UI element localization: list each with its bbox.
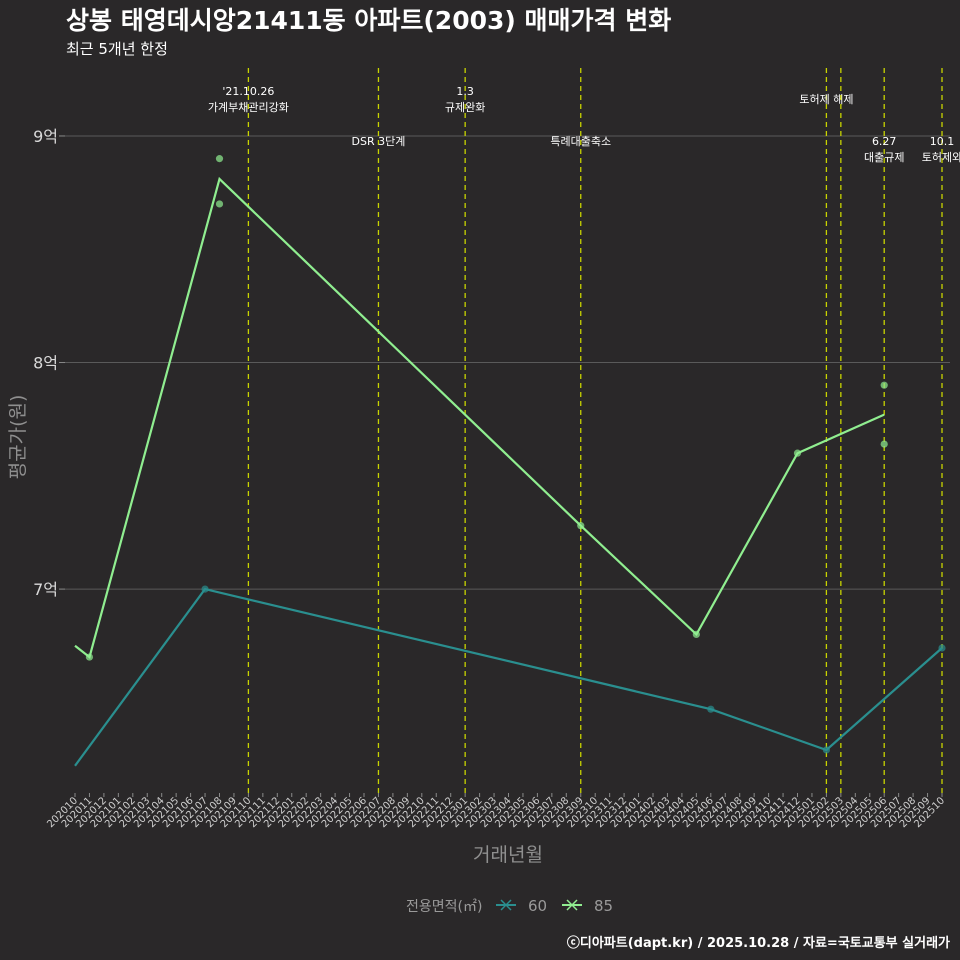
legend: 전용면적(㎡) 60 85 (406, 897, 613, 915)
data-point-85 (880, 381, 888, 389)
event-label: 가계부채관리강화 (208, 101, 289, 114)
data-point-60 (707, 705, 715, 713)
event-label: 6.27 (872, 135, 897, 148)
x-axis-label: 거래년월 (473, 844, 543, 866)
series-lines (74, 155, 946, 767)
data-point-85 (85, 653, 94, 661)
chart-title: 상봉 태영데시앙21411동 아파트(2003) 매매가격 변화 (66, 6, 671, 35)
event-label: 규제완화 (445, 101, 485, 114)
chart-subtitle: 최근 5개년 한정 (66, 40, 168, 58)
event-label: 대출규제 (864, 151, 904, 164)
y-tick-labels: 7억 8억 9억 (33, 127, 58, 599)
y-tick-label: 9억 (33, 127, 58, 146)
legend-label-60: 60 (528, 897, 547, 915)
data-point-60 (822, 746, 831, 754)
event-label: 1.3 (456, 85, 474, 98)
legend-key-cross-60 (500, 899, 512, 911)
legend-title: 전용면적(㎡) (406, 899, 482, 915)
legend-label-85: 85 (594, 897, 613, 915)
y-gridlines (59, 135, 950, 590)
y-tick-label: 7억 (33, 580, 58, 599)
data-point-85 (793, 449, 802, 457)
data-point-85 (577, 522, 585, 530)
data-point-85 (215, 155, 224, 163)
event-label: 토허제와 (922, 151, 960, 164)
x-tick-labels: 2020102020112020122021012021022021032021… (45, 793, 947, 830)
y-tick-label: 8억 (33, 354, 58, 373)
caption: ⓒ디아파트(dapt.kr) / 2025.10.28 / 자료=국토교통부 실… (567, 935, 950, 951)
y-axis-label: 평균가(원) (7, 395, 29, 480)
data-point-85 (692, 630, 700, 639)
event-label: 토허제 해제 (799, 92, 853, 106)
event-label: '21.10.26 (222, 85, 274, 98)
event-label: 특례대출축소 (550, 135, 611, 148)
legend-key-cross-85 (566, 899, 578, 911)
data-point-85 (880, 440, 888, 448)
data-point-60 (938, 644, 946, 652)
data-point-85 (215, 200, 224, 208)
event-label: 10.1 (930, 135, 955, 148)
data-point-60 (201, 585, 209, 593)
event-label: DSR 3단계 (352, 135, 406, 148)
